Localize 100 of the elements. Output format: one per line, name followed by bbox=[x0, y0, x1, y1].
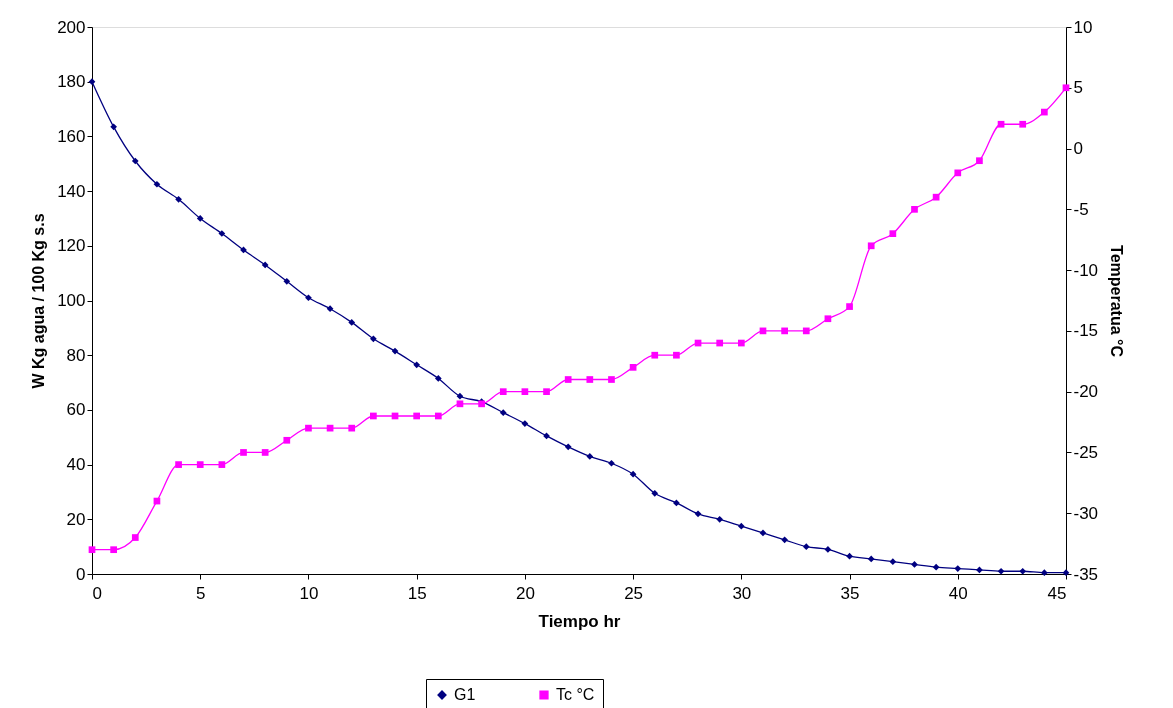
point bbox=[240, 449, 247, 456]
y2-tick-label: 5 bbox=[1073, 78, 1083, 98]
point bbox=[759, 529, 767, 537]
point bbox=[867, 555, 875, 563]
point bbox=[997, 120, 1005, 128]
x-tick-label: 0 bbox=[92, 583, 102, 603]
point bbox=[218, 230, 226, 237]
point bbox=[824, 546, 832, 553]
point bbox=[932, 193, 940, 201]
point bbox=[413, 361, 421, 369]
point bbox=[521, 388, 529, 396]
point bbox=[218, 461, 226, 468]
point bbox=[434, 375, 442, 382]
point bbox=[932, 563, 940, 571]
x-tick-label: 30 bbox=[732, 583, 752, 603]
legend-label: Tc °C bbox=[556, 686, 595, 703]
point bbox=[694, 510, 702, 518]
point bbox=[499, 409, 507, 416]
point bbox=[737, 522, 745, 530]
y2-tick-label: -15 bbox=[1073, 321, 1099, 341]
x-axis-title: Tiempo hr bbox=[538, 611, 621, 631]
point bbox=[326, 305, 334, 313]
point bbox=[88, 546, 96, 554]
point bbox=[802, 543, 810, 550]
point bbox=[456, 400, 464, 408]
y-tick-label: 60 bbox=[66, 400, 86, 420]
y2-tick-label: -20 bbox=[1073, 382, 1099, 402]
x-tick-label: 45 bbox=[1047, 583, 1067, 603]
point bbox=[889, 558, 897, 566]
y-tick-label: 40 bbox=[66, 455, 86, 475]
point bbox=[521, 420, 529, 427]
point bbox=[911, 561, 918, 568]
point bbox=[608, 376, 615, 383]
x-tick-label: 5 bbox=[195, 583, 206, 603]
point bbox=[88, 78, 96, 86]
point bbox=[586, 376, 594, 383]
point bbox=[651, 489, 659, 497]
point bbox=[499, 388, 507, 396]
point bbox=[802, 327, 810, 335]
point bbox=[846, 303, 853, 310]
point bbox=[283, 278, 291, 285]
point bbox=[586, 453, 594, 460]
point bbox=[1041, 108, 1048, 116]
x-tick-label: 20 bbox=[515, 583, 535, 603]
point bbox=[110, 546, 117, 554]
point bbox=[305, 424, 312, 432]
point bbox=[629, 364, 637, 371]
y2-tick-label: -30 bbox=[1073, 503, 1099, 523]
point bbox=[997, 567, 1005, 575]
point bbox=[370, 412, 377, 420]
y-axis-title: W Kg agua / 100 Kg s.s bbox=[30, 213, 48, 389]
y-tick-label: 80 bbox=[66, 345, 86, 365]
point bbox=[673, 351, 680, 359]
point bbox=[456, 392, 464, 400]
point bbox=[110, 123, 117, 131]
point bbox=[976, 566, 983, 574]
point bbox=[175, 195, 182, 203]
point bbox=[954, 169, 962, 177]
point bbox=[846, 552, 853, 560]
y-tick-label: 200 bbox=[57, 17, 86, 37]
point bbox=[1019, 567, 1027, 575]
x-tick-label: 15 bbox=[407, 583, 427, 603]
point bbox=[261, 261, 269, 269]
y-tick-label: 120 bbox=[57, 236, 86, 256]
point bbox=[716, 339, 724, 347]
y2-tick-label: 0 bbox=[1073, 139, 1083, 159]
x-tick-label: 10 bbox=[299, 583, 319, 603]
x-tick-label: 35 bbox=[840, 583, 860, 603]
point bbox=[175, 461, 182, 468]
point bbox=[1019, 120, 1027, 128]
point bbox=[608, 459, 615, 467]
point bbox=[131, 157, 139, 165]
y2-tick-label: -25 bbox=[1073, 442, 1099, 462]
point bbox=[261, 449, 269, 456]
point bbox=[781, 327, 788, 335]
y2-tick-label: 10 bbox=[1073, 17, 1093, 37]
x-tick-label: 25 bbox=[624, 583, 644, 603]
point bbox=[153, 180, 161, 188]
point bbox=[737, 339, 745, 347]
y-tick-label: 180 bbox=[57, 72, 86, 92]
point bbox=[911, 205, 918, 213]
point bbox=[673, 499, 680, 507]
y-tick-label: 20 bbox=[66, 509, 86, 529]
y2-tick-label: -35 bbox=[1073, 564, 1099, 584]
point bbox=[196, 215, 204, 222]
point bbox=[305, 294, 312, 302]
point bbox=[564, 376, 572, 383]
point bbox=[976, 157, 983, 165]
point bbox=[434, 412, 442, 420]
y-tick-label: 160 bbox=[57, 126, 86, 146]
point bbox=[413, 412, 421, 420]
point bbox=[824, 315, 832, 323]
point bbox=[131, 534, 139, 541]
point bbox=[781, 536, 788, 544]
y2-axis-title: Temperatua °C bbox=[1108, 245, 1126, 358]
point bbox=[889, 230, 897, 237]
y-tick-label: 100 bbox=[57, 291, 86, 310]
point bbox=[348, 319, 356, 326]
point bbox=[651, 351, 659, 359]
point bbox=[716, 515, 724, 523]
